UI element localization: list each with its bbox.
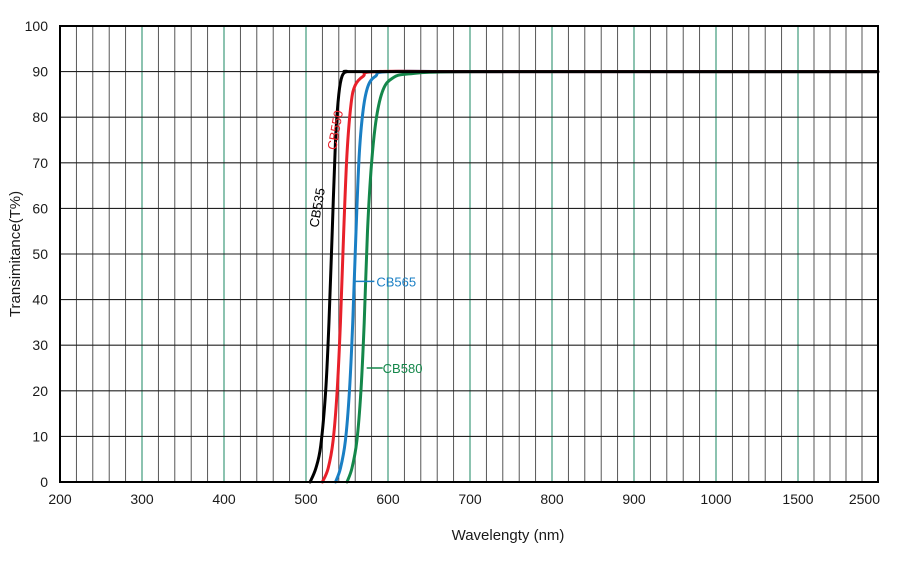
y-tick-label: 50 <box>32 246 48 262</box>
y-tick-label: 0 <box>40 474 48 490</box>
y-tick-label: 10 <box>32 428 48 444</box>
y-tick-label: 70 <box>32 155 48 171</box>
x-tick-label: 600 <box>376 491 400 507</box>
x-tick-label: 200 <box>48 491 72 507</box>
curve-labels: CB535 CB550 CB565 CB580 <box>306 109 422 376</box>
x-tick-label: 300 <box>130 491 154 507</box>
y-tick-label: 60 <box>32 200 48 216</box>
y-tick-label: 40 <box>32 292 48 308</box>
x-tick-label: 800 <box>540 491 564 507</box>
y-tick-label: 100 <box>25 18 49 34</box>
x-tick-label: 2500 <box>849 491 880 507</box>
x-tick-label: 400 <box>212 491 236 507</box>
x-tick-label: 700 <box>458 491 482 507</box>
curve-label-cb580: CB580 <box>383 361 423 376</box>
x-tick-label: 900 <box>622 491 646 507</box>
series-line-cb535 <box>308 69 880 484</box>
curve-label-cb565: CB565 <box>376 274 416 289</box>
x-tick-label: 500 <box>294 491 318 507</box>
curve-label-cb535: CB535 <box>306 187 328 229</box>
plot-frame <box>59 25 879 483</box>
y-tick-label: 20 <box>32 383 48 399</box>
curve-label-cb550: CB550 <box>324 109 346 151</box>
y-axis-title: Transimitance(T%) <box>7 191 24 317</box>
y-tick-label: 30 <box>32 337 48 353</box>
y-tick-label: 90 <box>32 64 48 80</box>
x-axis-title: Wavelengty (nm) <box>452 527 565 544</box>
y-tick-labels: 0 10 20 30 40 50 60 70 80 90 100 <box>25 18 49 490</box>
grid <box>59 25 878 483</box>
series-lines <box>308 69 880 484</box>
y-tick-label: 80 <box>32 109 48 125</box>
x-tick-label: 1000 <box>700 491 731 507</box>
x-tick-labels: 200 300 400 500 600 700 800 900 1000 1500 2500 <box>48 491 880 507</box>
x-tick-label: 1500 <box>782 491 813 507</box>
